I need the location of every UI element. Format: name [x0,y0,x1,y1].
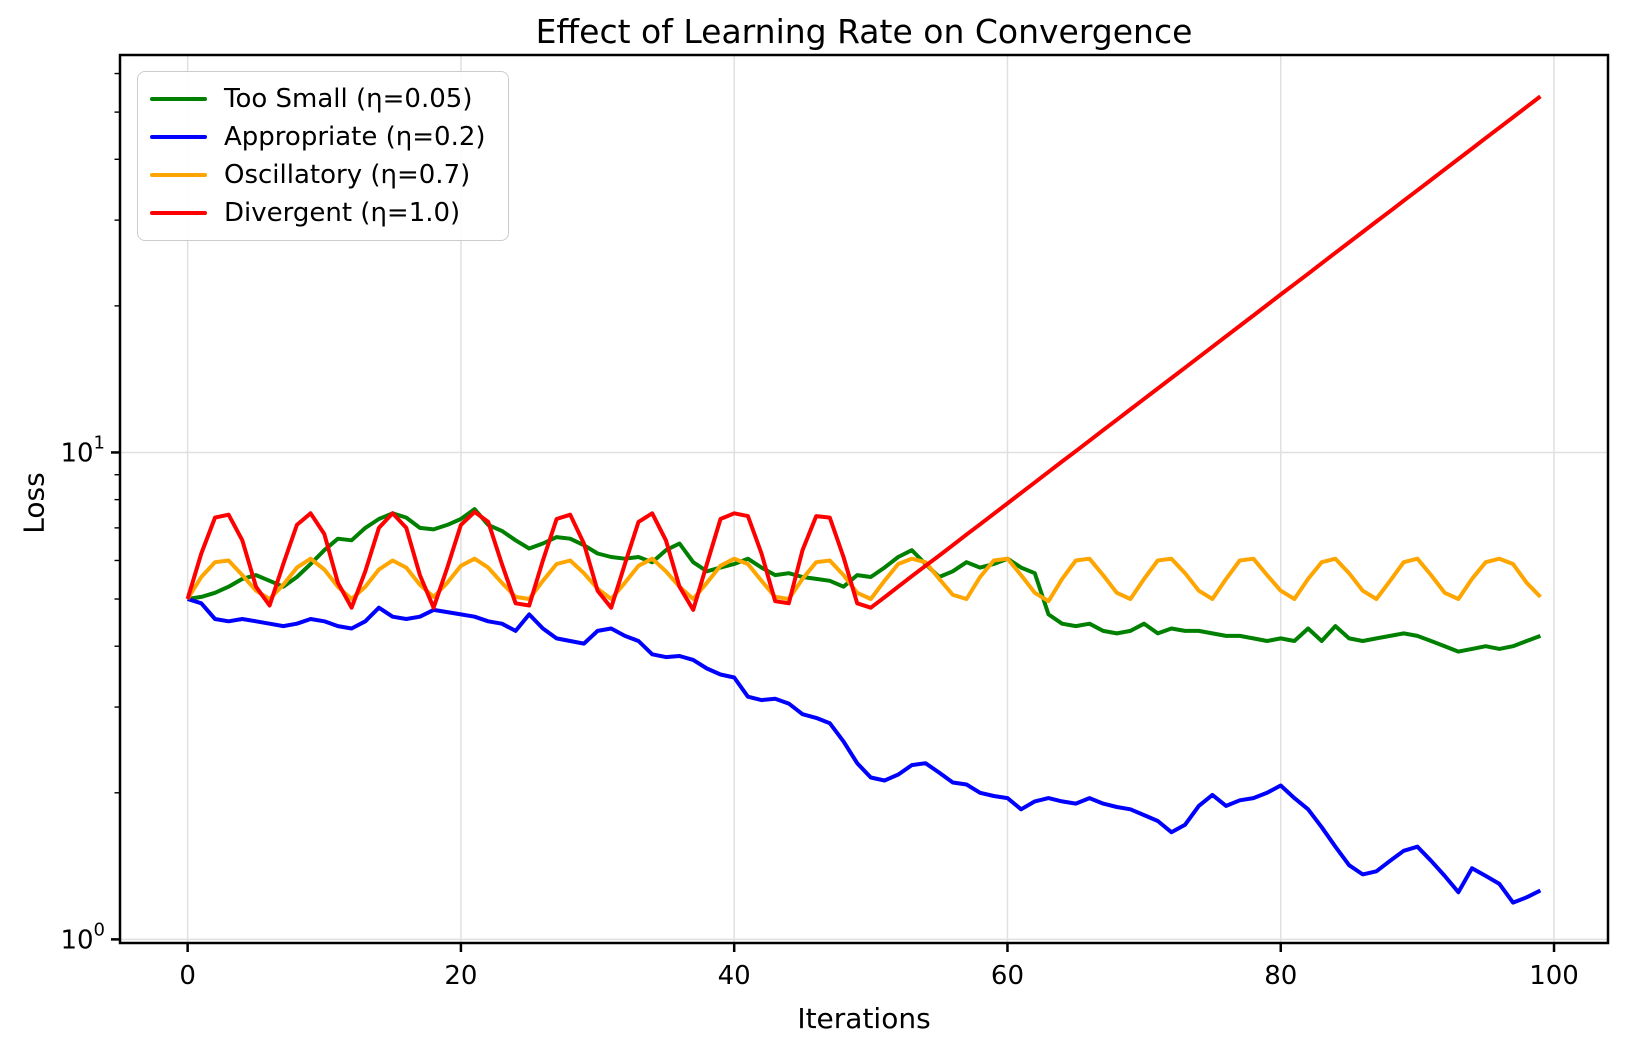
y-tick-label: 100 [60,919,105,955]
legend-swatch-appropriate [150,134,207,140]
series-line-oscillatory [185,556,1542,604]
x-tick-label: 60 [991,961,1024,991]
chart-title: Effect of Learning Rate on Convergence [535,12,1193,51]
y-tick-label: 101 [60,432,105,468]
legend-swatch-divergent [150,210,207,216]
y-axis-label: Loss [17,472,51,534]
x-tick-label: 20 [444,961,477,991]
x-tick-label: 0 [179,961,196,991]
legend: Too Small (η=0.05) Appropriate (η=0.2) O… [137,71,509,241]
legend-label-appropriate: Appropriate (η=0.2) [224,122,486,152]
series-line-divergent [185,94,1542,612]
x-axis-label: Iterations [797,1002,931,1035]
x-tick-label: 80 [1264,961,1297,991]
x-tick-label: 40 [718,961,751,991]
legend-item-divergent: Divergent (η=1.0) [150,194,486,232]
x-tick-label: 100 [1529,961,1579,991]
legend-item-appropriate: Appropriate (η=0.2) [150,118,486,156]
series-line-too-small [187,507,1542,654]
series-line-appropriate [187,597,1542,905]
legend-swatch-oscillatory [150,172,207,178]
legend-item-too-small: Too Small (η=0.05) [150,80,486,118]
legend-label-too-small: Too Small (η=0.05) [224,84,473,114]
legend-label-divergent: Divergent (η=1.0) [224,198,461,228]
legend-label-oscillatory: Oscillatory (η=0.7) [224,160,471,190]
legend-item-oscillatory: Oscillatory (η=0.7) [150,156,486,194]
legend-swatch-too-small [150,96,207,102]
